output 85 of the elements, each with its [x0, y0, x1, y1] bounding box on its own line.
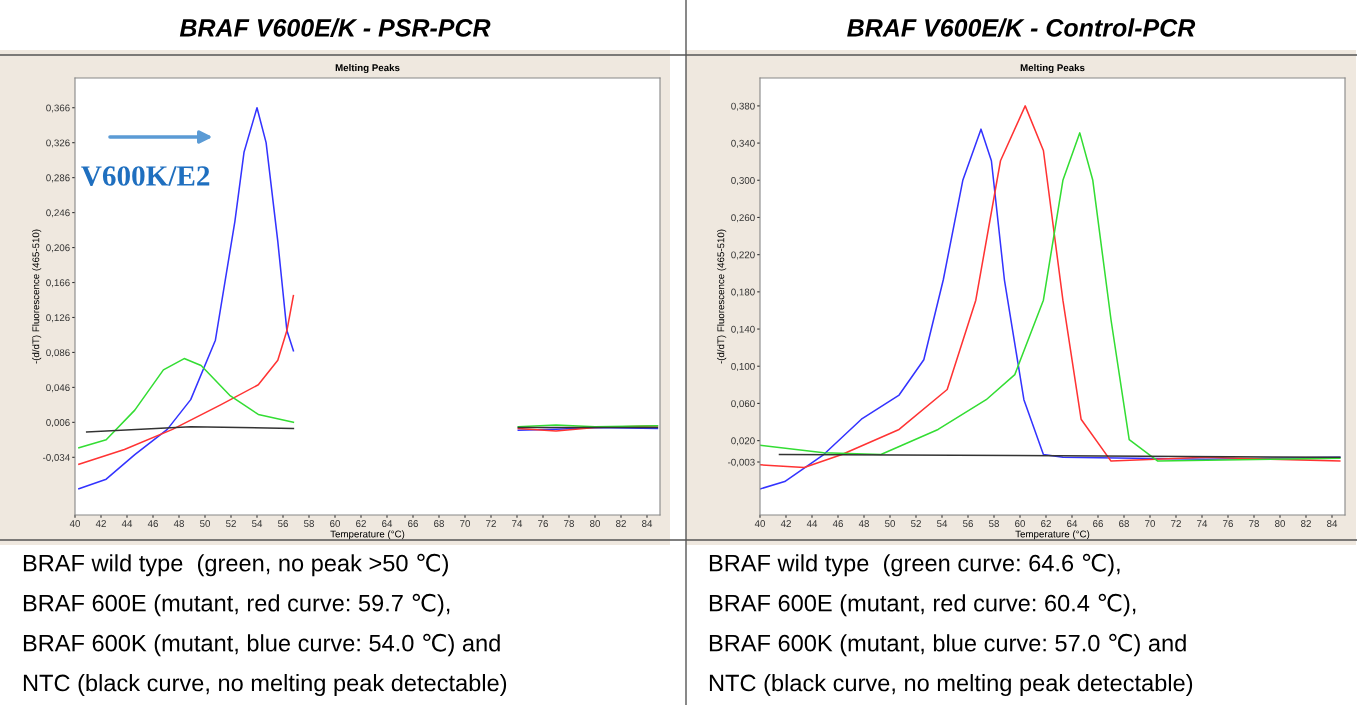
y-axis-title: -(d/dT) Fluorescence (465-510) — [32, 229, 42, 364]
y-tick-label: 0,100 — [731, 362, 755, 371]
x-tick-label: 80 — [590, 520, 601, 527]
x-tick-label: 68 — [434, 520, 444, 527]
x-tick-label: 70 — [1145, 520, 1156, 527]
y-tick-label: 0,246 — [46, 209, 70, 218]
x-tick-label: 78 — [1249, 520, 1259, 527]
x-tick-label: 74 — [1197, 520, 1208, 527]
x-tick-label: 66 — [408, 520, 418, 527]
y-tick-label: 0,086 — [46, 349, 70, 358]
x-tick-label: 52 — [225, 520, 236, 527]
x-tick-label: 62 — [356, 520, 366, 527]
x-tick-label: 48 — [173, 520, 184, 527]
text: NTC (black curve, no melting peak detectable) — [23, 673, 507, 697]
x-tick-label: 46 — [832, 520, 843, 527]
y-tick-label: 0,046 — [46, 384, 70, 393]
y-axis-title: -(d/dT) Fluorescence (465-510) — [717, 229, 727, 364]
y-tick-label: 0,326 — [46, 139, 70, 148]
x-tick-label: 44 — [806, 520, 818, 527]
chart-title: BRAF V600E/K - Control-PCR — [847, 18, 1196, 37]
y-tick-label: 0,020 — [731, 437, 755, 446]
text: BRAF 600K (mutant, blue curve: 54.0 ℃) and — [23, 633, 500, 657]
y-tick-label: 0,166 — [46, 279, 70, 288]
x-tick-label: 66 — [1093, 520, 1103, 527]
x-tick-label: 64 — [1067, 520, 1078, 527]
x-tick-label: 58 — [988, 520, 999, 527]
x-tick-label: 60 — [1015, 520, 1026, 527]
x-tick-label: 62 — [1041, 520, 1051, 527]
y-tick-label: 0,220 — [731, 251, 755, 260]
y-tick-label: 0,366 — [46, 104, 70, 113]
x-tick-label: 40 — [69, 520, 81, 527]
x-axis-title: Temperature (°C) — [330, 530, 405, 540]
chart-subtitle: Melting Peaks — [1020, 64, 1085, 74]
text: BRAF 600E (mutant, red curve: 59.7 ℃), — [23, 593, 450, 617]
y-tick-label: 0,340 — [731, 139, 755, 148]
text: BRAF 600K (mutant, blue curve: 57.0 ℃) and — [709, 633, 1186, 657]
x-tick-label: 80 — [1275, 520, 1286, 527]
y-tick-label: 0,126 — [46, 314, 70, 323]
x-tick-label: 40 — [754, 520, 766, 527]
annotation: V600K/E2 — [81, 166, 210, 186]
x-tick-label: 76 — [1223, 520, 1233, 527]
x-tick-label: 68 — [1119, 520, 1129, 527]
x-tick-label: 42 — [95, 520, 106, 527]
x-tick-label: 50 — [199, 520, 211, 527]
chart-subtitle: Melting Peaks — [335, 64, 400, 74]
x-tick-label: 72 — [486, 520, 496, 527]
text: NTC (black curve, no melting peak detectable) — [709, 673, 1193, 697]
y-tick-label: 0,380 — [731, 102, 755, 111]
x-tick-label: 78 — [564, 520, 574, 527]
x-tick-label: 54 — [936, 520, 948, 527]
y-tick-label: 0,140 — [731, 325, 755, 334]
y-tick-label: 0,300 — [731, 177, 755, 186]
x-tick-label: 48 — [858, 520, 869, 527]
x-tick-label: 44 — [121, 520, 133, 527]
x-tick-label: 54 — [251, 520, 263, 527]
x-tick-label: 82 — [616, 520, 626, 527]
x-tick-label: 50 — [884, 520, 896, 527]
y-tick-label: 0,006 — [46, 419, 70, 428]
text: BRAF wild type (green curve: 64.6 ℃), — [709, 553, 1120, 577]
x-tick-label: 52 — [910, 520, 921, 527]
y-tick-label: 0,060 — [731, 400, 755, 409]
x-tick-label: 82 — [1301, 520, 1311, 527]
text: BRAF wild type (green, no peak >50 ℃) — [23, 553, 448, 577]
x-tick-label: 56 — [962, 520, 973, 527]
x-tick-label: 64 — [382, 520, 393, 527]
x-tick-label: 60 — [330, 520, 341, 527]
x-tick-label: 70 — [460, 520, 471, 527]
y-tick-label: -0,003 — [728, 458, 755, 467]
text: BRAF 600E (mutant, red curve: 60.4 ℃), — [709, 593, 1136, 617]
y-tick-label: 0,286 — [46, 174, 70, 183]
x-tick-label: 46 — [147, 520, 158, 527]
x-tick-label: 56 — [277, 520, 288, 527]
chart-title: BRAF V600E/K - PSR-PCR — [179, 18, 491, 37]
y-tick-label: -0,034 — [43, 454, 70, 463]
x-tick-label: 84 — [1327, 520, 1338, 527]
x-tick-label: 72 — [1171, 520, 1181, 527]
x-tick-label: 84 — [642, 520, 653, 527]
x-axis-title: Temperature (°C) — [1015, 530, 1090, 540]
x-tick-label: 76 — [538, 520, 548, 527]
y-tick-label: 0,260 — [731, 214, 755, 223]
y-tick-label: 0,180 — [731, 288, 755, 297]
x-tick-label: 58 — [303, 520, 314, 527]
x-tick-label: 42 — [780, 520, 791, 527]
y-tick-label: 0,206 — [46, 244, 70, 253]
x-tick-label: 74 — [512, 520, 523, 527]
